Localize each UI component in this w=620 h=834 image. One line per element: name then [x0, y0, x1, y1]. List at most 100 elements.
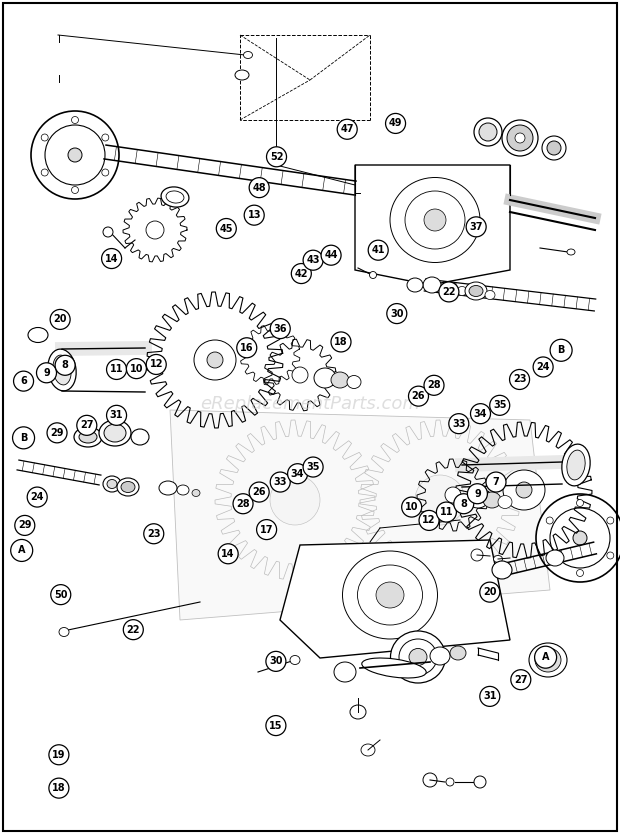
- Text: 50: 50: [54, 590, 68, 600]
- Ellipse shape: [121, 481, 135, 493]
- Ellipse shape: [423, 277, 441, 293]
- Text: 52: 52: [270, 152, 283, 162]
- Ellipse shape: [567, 450, 585, 480]
- Text: A: A: [18, 545, 25, 555]
- Ellipse shape: [546, 550, 564, 566]
- Ellipse shape: [358, 565, 422, 625]
- Circle shape: [27, 487, 47, 507]
- Ellipse shape: [342, 551, 438, 639]
- Ellipse shape: [390, 178, 480, 263]
- Circle shape: [144, 524, 164, 544]
- Ellipse shape: [194, 340, 236, 380]
- Circle shape: [266, 651, 286, 671]
- Ellipse shape: [562, 445, 590, 486]
- Ellipse shape: [607, 517, 614, 524]
- Circle shape: [237, 338, 257, 358]
- Ellipse shape: [494, 555, 502, 562]
- Text: B: B: [557, 345, 565, 355]
- Text: 33: 33: [273, 477, 287, 487]
- Text: 13: 13: [247, 210, 261, 220]
- Ellipse shape: [166, 191, 184, 203]
- Ellipse shape: [41, 134, 48, 141]
- Circle shape: [270, 472, 290, 492]
- Text: 9: 9: [43, 368, 50, 378]
- Ellipse shape: [465, 282, 487, 300]
- Ellipse shape: [376, 582, 404, 608]
- Ellipse shape: [502, 120, 538, 156]
- Circle shape: [218, 544, 238, 564]
- Ellipse shape: [235, 70, 249, 80]
- Ellipse shape: [485, 290, 495, 299]
- Circle shape: [15, 515, 35, 535]
- Circle shape: [216, 219, 236, 239]
- Text: 26: 26: [412, 391, 425, 401]
- Text: 18: 18: [334, 337, 348, 347]
- Circle shape: [467, 484, 487, 504]
- Ellipse shape: [457, 287, 467, 295]
- Circle shape: [291, 264, 311, 284]
- Circle shape: [126, 359, 146, 379]
- Ellipse shape: [483, 492, 501, 508]
- Circle shape: [436, 502, 456, 522]
- Ellipse shape: [546, 552, 553, 559]
- Ellipse shape: [270, 475, 320, 525]
- Ellipse shape: [446, 778, 454, 786]
- Circle shape: [267, 147, 286, 167]
- Ellipse shape: [450, 646, 466, 660]
- Ellipse shape: [492, 561, 512, 579]
- Ellipse shape: [577, 570, 583, 576]
- Circle shape: [466, 217, 486, 237]
- Circle shape: [55, 355, 75, 375]
- Text: 7: 7: [493, 477, 499, 487]
- Circle shape: [257, 520, 277, 540]
- Text: 12: 12: [422, 515, 436, 525]
- Text: 16: 16: [240, 343, 254, 353]
- Ellipse shape: [399, 639, 437, 675]
- Ellipse shape: [467, 488, 489, 508]
- Text: 27: 27: [514, 675, 528, 685]
- Circle shape: [486, 472, 506, 492]
- Text: 35: 35: [306, 462, 320, 472]
- Polygon shape: [355, 165, 510, 285]
- Circle shape: [331, 332, 351, 352]
- Ellipse shape: [474, 776, 486, 788]
- Circle shape: [77, 415, 97, 435]
- Ellipse shape: [104, 424, 126, 442]
- Ellipse shape: [74, 427, 102, 447]
- Ellipse shape: [290, 656, 300, 665]
- Ellipse shape: [469, 285, 483, 297]
- Circle shape: [249, 482, 269, 502]
- Text: 8: 8: [61, 360, 69, 370]
- Ellipse shape: [546, 517, 553, 524]
- Text: 30: 30: [390, 309, 404, 319]
- Text: 10: 10: [130, 364, 143, 374]
- Circle shape: [419, 510, 439, 530]
- Ellipse shape: [407, 278, 423, 292]
- Circle shape: [270, 319, 290, 339]
- Ellipse shape: [409, 649, 427, 666]
- Circle shape: [337, 119, 357, 139]
- Circle shape: [490, 395, 510, 415]
- Ellipse shape: [103, 227, 113, 237]
- Circle shape: [50, 309, 70, 329]
- Text: 14: 14: [221, 549, 235, 559]
- Text: 27: 27: [80, 420, 94, 430]
- Text: 29: 29: [50, 428, 64, 438]
- Ellipse shape: [567, 249, 575, 255]
- Circle shape: [303, 457, 323, 477]
- Circle shape: [12, 427, 35, 449]
- Circle shape: [471, 404, 490, 424]
- Circle shape: [533, 357, 553, 377]
- Text: 12: 12: [149, 359, 163, 369]
- Text: 30: 30: [269, 656, 283, 666]
- Circle shape: [11, 540, 33, 561]
- Ellipse shape: [161, 187, 189, 207]
- Ellipse shape: [31, 111, 119, 199]
- Text: 14: 14: [105, 254, 118, 264]
- Ellipse shape: [405, 191, 465, 249]
- Circle shape: [409, 386, 428, 406]
- Text: 6: 6: [20, 376, 27, 386]
- Text: 15: 15: [269, 721, 283, 731]
- Ellipse shape: [547, 141, 561, 155]
- Text: B: B: [20, 433, 27, 443]
